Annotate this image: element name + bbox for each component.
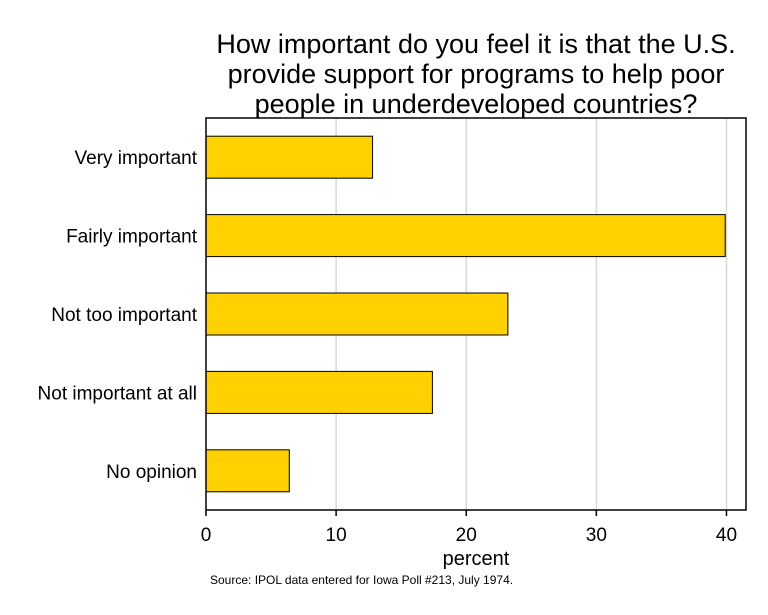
x-axis-ticks: 0 10 20 30 40 bbox=[201, 510, 737, 546]
category-labels: Very important Fairly important Not too im… bbox=[38, 148, 198, 483]
x-tick-label: 40 bbox=[716, 525, 737, 546]
category-label: Fairly important bbox=[66, 227, 198, 248]
x-tick-label: 20 bbox=[456, 525, 477, 546]
chart-title-line-1: How important do you feel it is that the… bbox=[216, 29, 735, 59]
x-tick-label: 10 bbox=[326, 525, 347, 546]
category-label: No opinion bbox=[106, 462, 197, 483]
x-tick-label: 0 bbox=[201, 525, 212, 546]
bars bbox=[205, 135, 726, 493]
category-label: Very important bbox=[75, 148, 198, 169]
chart-title-line-3: people in underdeveloped countries? bbox=[255, 89, 698, 119]
source-note: Source: IPOL data entered for Iowa Poll … bbox=[210, 573, 513, 587]
bar bbox=[205, 449, 290, 493]
bar bbox=[205, 214, 726, 258]
chart-title: How important do you feel it is that the… bbox=[216, 29, 735, 119]
category-label: Not important at all bbox=[38, 383, 197, 404]
chart-title-line-2: provide support for programs to help poo… bbox=[228, 59, 725, 89]
plot-frame bbox=[205, 117, 747, 511]
bar bbox=[205, 370, 433, 414]
category-label: Not too important bbox=[51, 305, 197, 326]
x-axis-label: percent bbox=[443, 548, 510, 570]
bar bbox=[205, 292, 509, 336]
x-tick-label: 30 bbox=[586, 525, 607, 546]
bar bbox=[205, 135, 374, 179]
